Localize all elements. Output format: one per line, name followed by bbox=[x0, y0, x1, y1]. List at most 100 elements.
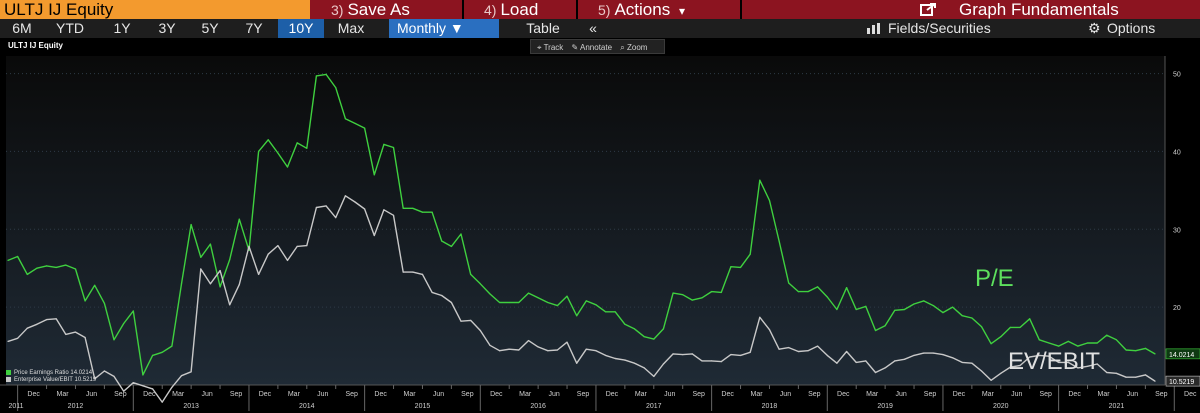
ev-data-point bbox=[759, 316, 761, 318]
ev-data-point bbox=[123, 390, 125, 392]
pe-data-point bbox=[402, 207, 404, 209]
load-button[interactable]: 4) Load bbox=[484, 0, 538, 19]
ev-data-point bbox=[797, 350, 800, 353]
tab-6m[interactable]: 6M bbox=[12, 20, 32, 36]
x-tick-label: Dec bbox=[374, 391, 387, 398]
ev-data-point bbox=[701, 360, 703, 362]
ev-data-point bbox=[508, 348, 510, 350]
ev-data-point bbox=[865, 360, 867, 362]
ev-data-point bbox=[354, 201, 356, 203]
ev-data-point bbox=[730, 354, 732, 356]
pe-swatch bbox=[6, 370, 11, 375]
ev-data-point bbox=[961, 361, 963, 363]
pe-data-point bbox=[479, 283, 481, 285]
pe-data-point bbox=[94, 284, 96, 286]
pe-data-point bbox=[1096, 342, 1098, 344]
options-button[interactable]: Options bbox=[1107, 20, 1156, 36]
ev-data-point bbox=[94, 378, 96, 380]
ev-data-point bbox=[778, 348, 780, 350]
tab-max[interactable]: Max bbox=[337, 20, 365, 36]
security-ticker-field[interactable]: ULTJ IJ Equity bbox=[0, 0, 310, 19]
pe-data-point bbox=[701, 297, 703, 299]
pe-data-point bbox=[219, 286, 221, 288]
x-tick-label: Sep bbox=[114, 391, 127, 398]
ev-data-point bbox=[479, 329, 481, 332]
tab-3y[interactable]: 3Y bbox=[158, 20, 176, 36]
pe-data-point bbox=[643, 336, 645, 338]
tab-7y[interactable]: 7Y bbox=[245, 20, 263, 36]
tab-ytd[interactable]: YTD bbox=[56, 20, 84, 36]
pe-data-point bbox=[605, 311, 607, 313]
ev-data-point bbox=[364, 208, 366, 210]
ev-data-point bbox=[1115, 372, 1117, 374]
tab-5y[interactable]: 5Y bbox=[201, 20, 219, 36]
x-tick-label: Jun bbox=[548, 391, 559, 398]
collapse-button[interactable]: « bbox=[589, 20, 597, 36]
x-tick-label: Jun bbox=[86, 391, 97, 398]
pe-data-point bbox=[990, 343, 992, 345]
pe-data-point bbox=[778, 240, 780, 242]
track-tool[interactable]: ⌖ Track bbox=[537, 43, 564, 52]
ev-data-point bbox=[7, 340, 9, 342]
x-tick-label: Dec bbox=[27, 391, 40, 398]
ev-data-point bbox=[556, 349, 559, 351]
menu-divider bbox=[740, 0, 742, 19]
chart-tools: ⌖ Track ✎ Annotate ⌕ Zoom bbox=[530, 39, 665, 54]
pe-data-point bbox=[836, 308, 838, 311]
legend-ev-name: Enterprise Value/EBIT bbox=[14, 377, 73, 384]
annotate-tool[interactable]: ✎ Annotate bbox=[571, 43, 613, 52]
year-label: 2014 bbox=[299, 403, 315, 410]
year-label: 2011 bbox=[8, 403, 23, 410]
ev-data-point bbox=[990, 379, 992, 381]
ev-data-point bbox=[537, 346, 539, 348]
table-button[interactable]: Table bbox=[526, 20, 560, 36]
ev-data-point bbox=[894, 360, 896, 362]
pe-data-point bbox=[373, 174, 375, 176]
pe-data-point bbox=[335, 87, 337, 89]
ev-data-point bbox=[190, 371, 192, 373]
tab-1y[interactable]: 1Y bbox=[113, 20, 131, 36]
ev-data-point bbox=[1144, 374, 1146, 376]
pe-data-point bbox=[653, 338, 655, 340]
save-as-button[interactable]: 3) Save As bbox=[331, 0, 410, 19]
ev-data-point bbox=[229, 304, 231, 306]
ev-data-point bbox=[132, 382, 134, 384]
ev-data-point bbox=[335, 217, 337, 219]
pe-data-point bbox=[1019, 326, 1021, 328]
ev-data-point bbox=[460, 320, 462, 322]
pe-data-point bbox=[749, 253, 751, 255]
pe-data-point bbox=[942, 312, 944, 314]
ev-data-point bbox=[566, 341, 568, 343]
pe-data-point bbox=[576, 315, 578, 317]
pe-data-point bbox=[7, 259, 9, 261]
ev-series-line bbox=[7, 195, 1156, 403]
x-tick-label: Sep bbox=[230, 391, 243, 398]
ev-data-point bbox=[499, 350, 501, 352]
ev-data-point bbox=[344, 195, 346, 197]
annotate-label: Annotate bbox=[580, 43, 613, 52]
legend-item-ev: Enterprise Value/EBIT 10.5219 bbox=[6, 377, 96, 384]
pe-data-point bbox=[190, 224, 192, 226]
frequency-dropdown[interactable]: Monthly ▼ bbox=[389, 19, 499, 38]
ev-data-point bbox=[306, 245, 308, 247]
actions-button[interactable]: 5) Actions ▾ bbox=[598, 0, 685, 19]
tab-10y[interactable]: 10Y bbox=[278, 19, 324, 38]
ev-data-point bbox=[431, 291, 433, 293]
actions-label: Actions bbox=[614, 0, 671, 19]
ev-data-point bbox=[74, 331, 77, 333]
export-icon[interactable] bbox=[920, 3, 937, 16]
pe-data-point bbox=[672, 292, 674, 294]
load-number: 4) bbox=[484, 2, 497, 18]
zoom-tool[interactable]: ⌕ Zoom bbox=[620, 43, 648, 52]
pe-data-point bbox=[961, 315, 963, 317]
x-tick-label: Sep bbox=[924, 391, 937, 398]
ev-data-point bbox=[595, 350, 597, 352]
pe-data-point bbox=[132, 310, 134, 312]
pe-data-point bbox=[797, 291, 800, 293]
ev-data-point bbox=[836, 362, 838, 364]
gear-icon: ⚙ bbox=[1088, 20, 1101, 36]
fields-securities-button[interactable]: Fields/Securities bbox=[888, 20, 991, 36]
pe-data-point bbox=[36, 267, 38, 269]
pe-data-point bbox=[1135, 350, 1137, 352]
